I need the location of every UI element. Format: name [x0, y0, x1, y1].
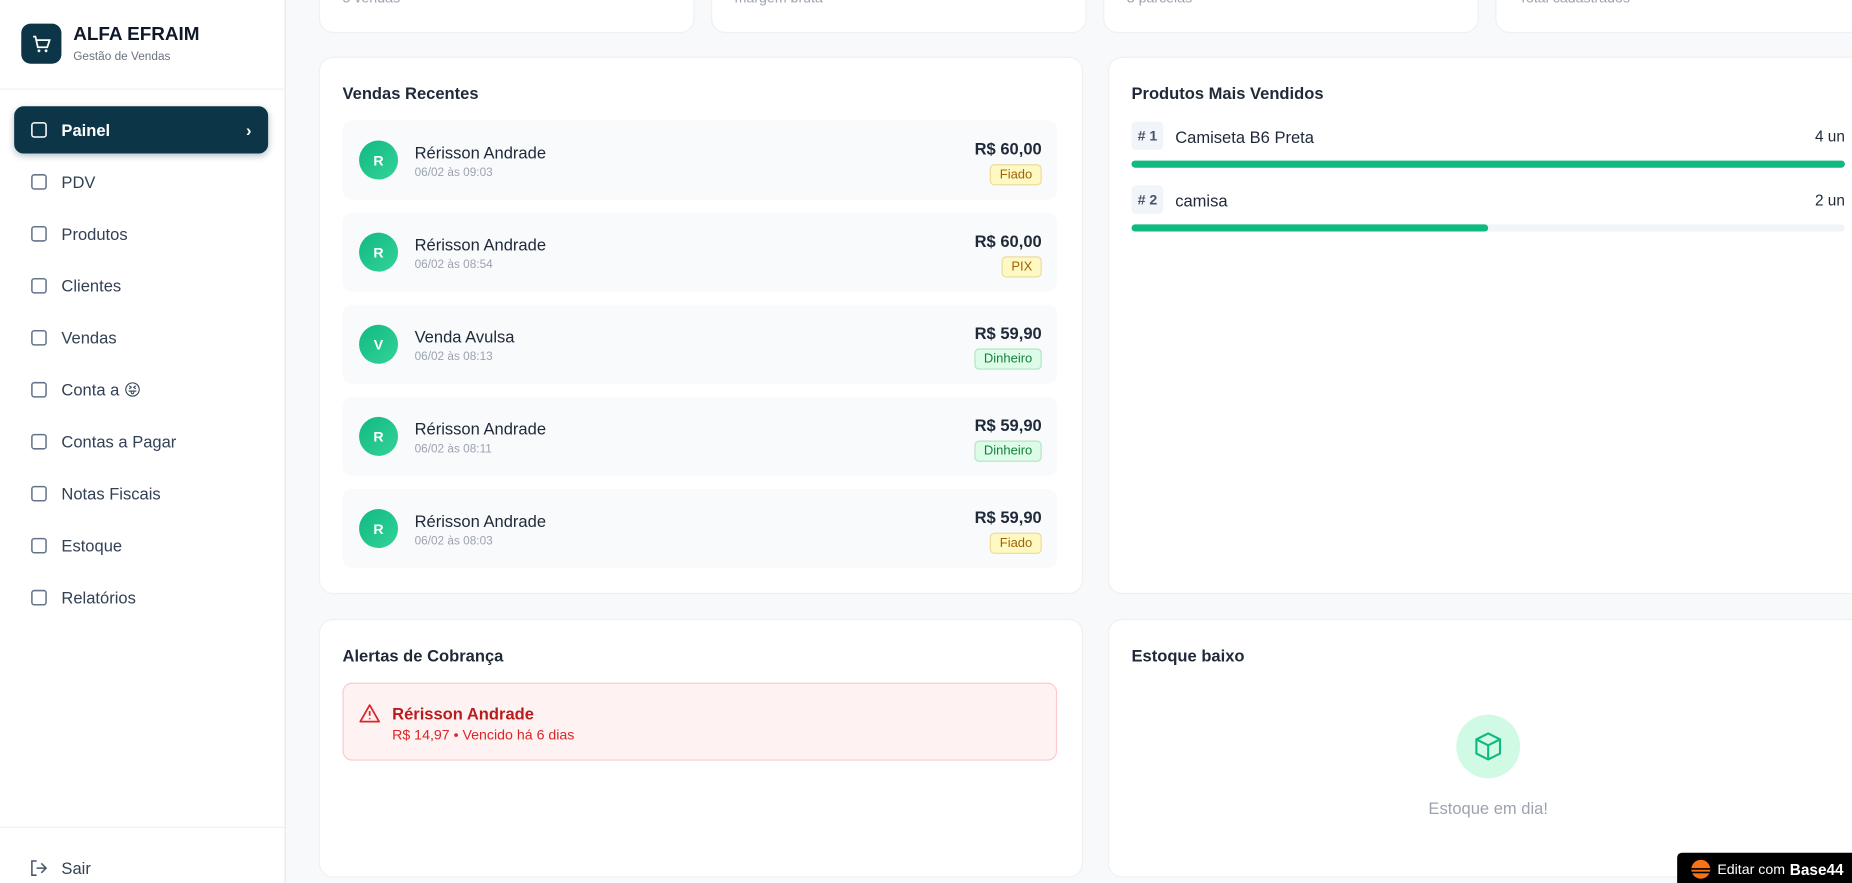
- nav-item[interactable]: Conta a 😝: [14, 366, 268, 413]
- brand-name: ALFA EFRAIM: [73, 24, 200, 45]
- stat-caption: Total cadastrados: [1519, 0, 1630, 6]
- progress-bar: [1131, 160, 1845, 168]
- avatar: R: [359, 416, 399, 456]
- progress-bar: [1131, 224, 1489, 232]
- payment-badge: Dinheiro: [974, 348, 1042, 370]
- sale-date: 06/02 às 08:54: [414, 258, 493, 272]
- card-title: Produtos Mais Vendidos: [1131, 83, 1324, 103]
- avatar: R: [359, 232, 399, 272]
- alert-detail: R$ 14,97 • Vencido há 6 dias: [392, 726, 575, 743]
- nav-item[interactable]: Notas Fiscais: [14, 470, 268, 517]
- sale-date: 06/02 às 08:11: [414, 442, 492, 456]
- customer-name: Rérisson Andrade: [414, 142, 547, 162]
- sale-row[interactable]: R Rérisson Andrade 06/02 às 09:03 R$ 60,00 F…: [342, 120, 1058, 200]
- sidebar: ALFA EFRAIM Gestão de Vendas Painel › PDV P…: [0, 0, 286, 883]
- card-title: Alertas de Cobrança: [342, 646, 504, 665]
- nav-label: PDV: [61, 172, 96, 192]
- rank: # 1: [1131, 121, 1164, 150]
- nav-label: Contas a Pagar: [61, 432, 177, 452]
- product-name: Camiseta B6 Preta: [1175, 127, 1314, 147]
- stat-caption: margem bruta: [735, 0, 823, 6]
- stat-card: [318, 0, 695, 34]
- nav-item[interactable]: Clientes: [14, 262, 268, 309]
- nav-label: Conta a 😝: [61, 379, 142, 399]
- sale-date: 06/02 às 08:03: [414, 535, 493, 549]
- nav-label: Clientes: [61, 276, 122, 296]
- sale-row[interactable]: R Rérisson Andrade 06/02 às 08:54 R$ 60,00 P…: [342, 212, 1058, 292]
- payment-badge: Fiado: [990, 532, 1042, 554]
- stat-card: [1495, 0, 1852, 34]
- product-name: camisa: [1175, 191, 1228, 211]
- sale-date: 06/02 às 09:03: [414, 166, 493, 180]
- badge-brand: Base44: [1789, 860, 1844, 879]
- sale-amount: R$ 59,90: [974, 323, 1042, 343]
- nav-label: Vendas: [61, 328, 117, 348]
- sale-amount: R$ 60,00: [974, 231, 1042, 251]
- nav-item[interactable]: Vendas: [14, 314, 268, 361]
- product-units: 2 un: [1814, 191, 1845, 210]
- avatar: R: [359, 140, 399, 180]
- avatar: V: [359, 324, 399, 364]
- nav-label: Painel: [61, 120, 111, 140]
- customer-name: Rérisson Andrade: [414, 511, 547, 531]
- nav-label: Produtos: [61, 224, 128, 244]
- badge-prefix: Editar com: [1717, 861, 1786, 878]
- sale-row[interactable]: R Rérisson Andrade 06/02 às 08:11 R$ 59,90 D…: [342, 396, 1058, 476]
- card-title: Vendas Recentes: [342, 83, 479, 103]
- nav-item[interactable]: Contas a Pagar: [14, 418, 268, 465]
- logo: [21, 23, 62, 64]
- alert[interactable]: Rérisson Andrade R$ 14,97 • Vencido há 6 …: [342, 682, 1058, 761]
- nav-item[interactable]: Estoque: [14, 522, 268, 569]
- avatar: R: [359, 509, 399, 549]
- customer-name: Venda Avulsa: [414, 327, 515, 347]
- brand-subtitle: Gestão de Vendas: [73, 50, 171, 64]
- sale-amount: R$ 59,90: [974, 415, 1042, 435]
- rank: # 2: [1131, 185, 1164, 214]
- payment-badge: Fiado: [990, 164, 1042, 186]
- stat-caption: 3 parcelas: [1127, 0, 1192, 6]
- divider: [0, 88, 285, 90]
- stock-icon: [1456, 714, 1521, 779]
- stat-card: [711, 0, 1087, 34]
- sale-amount: R$ 60,00: [974, 139, 1042, 159]
- stat-card: [1103, 0, 1479, 34]
- card-title: Estoque baixo: [1131, 646, 1245, 665]
- payment-badge: Dinheiro: [974, 440, 1042, 462]
- nav-label: Notas Fiscais: [61, 484, 161, 504]
- top-products-card: [1107, 56, 1852, 595]
- customer-name: Rérisson Andrade: [414, 419, 547, 439]
- nav-item[interactable]: Produtos: [14, 210, 268, 257]
- sale-date: 06/02 às 08:13: [414, 350, 493, 364]
- nav-item[interactable]: Painel ›: [14, 106, 269, 154]
- product-units: 4 un: [1814, 127, 1845, 146]
- sale-amount: R$ 59,90: [974, 507, 1042, 527]
- payment-badge: PIX: [1001, 256, 1042, 278]
- customer-name: Rérisson Andrade: [414, 235, 547, 254]
- sale-row[interactable]: R Rérisson Andrade 06/02 às 08:03 R$ 59,90 F…: [342, 488, 1058, 569]
- alert-name: Rérisson Andrade: [392, 703, 534, 723]
- stat-caption: 5 vendas: [343, 0, 401, 6]
- divider: [0, 826, 285, 828]
- nav-item[interactable]: PDV: [14, 158, 268, 205]
- nav-label: Relatórios: [61, 588, 136, 608]
- nav-item[interactable]: Relatórios: [14, 574, 268, 621]
- logout[interactable]: Sair: [14, 844, 268, 883]
- base44-badge[interactable]: Editar com Base44: [1677, 852, 1852, 883]
- logout-label: Sair: [61, 858, 91, 878]
- empty-state: Estoque em dia!: [1428, 798, 1548, 818]
- sale-row[interactable]: V Venda Avulsa 06/02 às 08:13 R$ 59,90 Dinhe…: [342, 304, 1058, 384]
- chevron: ›: [246, 120, 252, 140]
- nav-label: Estoque: [61, 536, 123, 556]
